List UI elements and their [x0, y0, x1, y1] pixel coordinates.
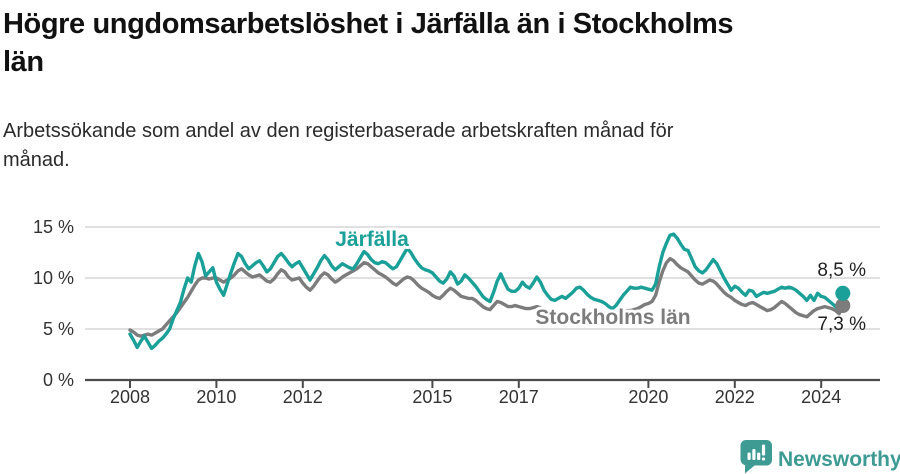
series-label-stockholms-l-n: Stockholms län — [535, 306, 690, 329]
x-tick-label-2020: 2020 — [628, 387, 668, 407]
end-dot-stockholms-l-n — [835, 298, 851, 314]
x-tick-label-2010: 2010 — [196, 387, 236, 407]
end-value-label-j-rf-lla: 8,5 % — [817, 260, 866, 281]
bar-chart-icon — [747, 444, 766, 461]
x-tick-label-2017: 2017 — [499, 387, 539, 407]
y-tick-label-10: 10 % — [33, 268, 74, 288]
plot-area: 0 % 5 % 10 % 15 % 2008 2010 2012 2015 2017 2020 20… — [33, 217, 880, 407]
x-tick-label-2015: 2015 — [412, 387, 452, 407]
series-label-j-rf-lla: Järfälla — [335, 228, 409, 251]
chart-subtitle-line-2: månad. — [3, 149, 70, 171]
page-title: Högre ungdomsarbetslöshet i Järfälla än … — [3, 5, 897, 82]
newsworthy-logo: Newsworthy — [740, 440, 900, 474]
speech-bubble-icon — [740, 440, 772, 474]
chart-subtitle: Arbetssökande som andel av den registerb… — [3, 117, 863, 175]
chart-subtitle-line-1: Arbetssökande som andel av den registerb… — [3, 120, 674, 142]
end-value-label-stockholms-l-n: 7,3 % — [817, 314, 866, 335]
series-line-j-rf-lla — [128, 232, 845, 351]
x-tick-label-2012: 2012 — [283, 387, 323, 407]
y-tick-label-0: 0 % — [43, 370, 74, 390]
y-tick-label-5: 5 % — [43, 319, 74, 339]
x-tick-label-2024: 2024 — [801, 387, 841, 407]
page-title-line-2: län — [3, 46, 44, 79]
x-tick-label-2008: 2008 — [110, 387, 150, 407]
series-line-stockholms-l-n — [128, 256, 845, 338]
brand-name: Newsworthy — [778, 448, 900, 471]
y-tick-label-15: 15 % — [33, 217, 74, 237]
page-title-line-1: Högre ungdomsarbetslöshet i Järfälla än … — [3, 8, 734, 40]
end-dot-j-rf-lla — [835, 285, 851, 301]
x-tick-label-2022: 2022 — [715, 387, 755, 407]
